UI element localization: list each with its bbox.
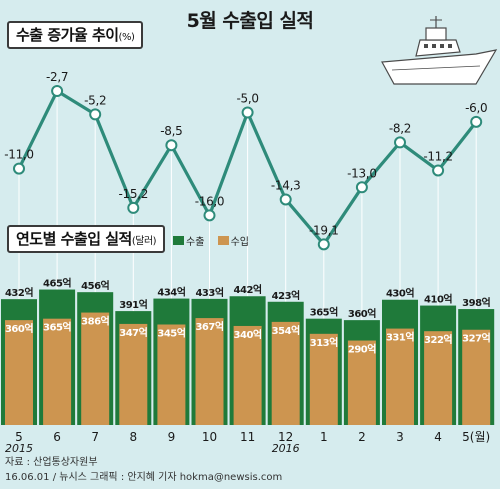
import-bar — [157, 324, 186, 425]
x-tick-label: 8 — [129, 430, 137, 444]
growth-value-label: -6,0 — [465, 101, 487, 115]
growth-point — [470, 115, 483, 128]
export-growth-label-text: 수출 증가율 추이 — [16, 26, 119, 44]
growth-point — [432, 164, 445, 177]
x-tick-label: 2 — [358, 430, 366, 444]
x-tick-label: 5 — [15, 430, 23, 444]
growth-point — [355, 181, 368, 194]
import-value-label: 327억 — [462, 333, 490, 345]
ship-illustration — [381, 16, 498, 85]
export-growth-unit: (%) — [118, 32, 135, 43]
x-tick-label: 4 — [434, 430, 442, 444]
growth-value-label: -8,5 — [160, 124, 182, 138]
x-tick-label: 5(월) — [462, 430, 490, 444]
export-value-label: 391억 — [119, 299, 147, 311]
import-bar — [119, 323, 148, 425]
legend: 수출 수입 — [173, 233, 259, 248]
export-value-label: 433억 — [195, 287, 223, 299]
legend-export-label: 수출 — [186, 237, 205, 248]
import-bar — [43, 318, 72, 425]
export-growth-label: 수출 증가율 추이(%) — [7, 21, 144, 49]
growth-point — [13, 162, 25, 175]
x-tick-label: 10 — [202, 430, 217, 444]
import-bar — [386, 328, 414, 425]
import-value-label: 360억 — [5, 323, 33, 335]
growth-point — [279, 193, 292, 206]
import-bar — [462, 329, 491, 425]
import-value-label: 345억 — [157, 328, 185, 340]
x-tick-label: 9 — [168, 430, 176, 444]
source-text: 자료 : 산업통상자원부 — [5, 457, 98, 468]
export-value-label: 442억 — [234, 284, 262, 296]
growth-value-label: -11,2 — [423, 149, 453, 163]
import-value-label: 290억 — [348, 344, 376, 356]
export-value-label: 365억 — [310, 307, 338, 319]
export-value-label: 398억 — [462, 297, 490, 309]
growth-point — [51, 85, 64, 97]
growth-value-label: -5,0 — [236, 92, 258, 106]
export-value-label: 432억 — [5, 287, 33, 299]
import-bar — [233, 325, 262, 425]
import-value-label: 313억 — [310, 337, 338, 349]
growth-point — [317, 238, 330, 251]
growth-value-label: -5,2 — [84, 93, 106, 107]
growth-value-label: -11,0 — [4, 148, 34, 162]
growth-point — [203, 209, 216, 222]
growth-value-label: -8,2 — [389, 121, 411, 135]
year-label: 2016 — [272, 442, 300, 455]
growth-value-label: -13,0 — [347, 166, 377, 180]
growth-point — [241, 106, 254, 119]
chart-title: 5월 수출입 실적 — [186, 10, 314, 32]
export-value-label: 360억 — [348, 308, 376, 320]
import-bar — [347, 340, 376, 425]
import-value-label: 322억 — [424, 334, 452, 346]
import-bar — [309, 333, 338, 425]
export-value-label: 430억 — [386, 288, 414, 300]
import-value-label: 354억 — [272, 325, 300, 337]
x-tick-label: 3 — [396, 430, 404, 444]
x-tick-label: 12 — [278, 430, 293, 444]
growth-value-label: -14,3 — [271, 178, 301, 192]
growth-point — [165, 139, 178, 152]
legend-export: 수출 — [173, 233, 204, 248]
import-value-label: 367억 — [195, 321, 223, 333]
year-label: 2015 — [5, 442, 33, 455]
import-bar — [271, 321, 300, 425]
legend-import: 수입 — [217, 233, 249, 248]
trade-volume-label: 연도별 수출입 실적(달러) — [7, 225, 166, 253]
credit-text: 16.06.01 / 뉴시스 그래픽 : 안지혜 기자 hokma@newsis… — [5, 472, 283, 483]
import-bar — [195, 318, 224, 425]
legend-import-label: 수입 — [230, 237, 249, 248]
import-value-label: 347억 — [119, 327, 147, 339]
x-tick-label: 7 — [91, 430, 99, 444]
import-value-label: 386억 — [81, 316, 109, 328]
legend-import-swatch — [217, 236, 229, 245]
trade-volume-unit: (달러) — [131, 236, 157, 247]
growth-point — [127, 201, 140, 214]
import-bar — [424, 331, 453, 425]
growth-value-label: -15,2 — [119, 187, 149, 201]
import-value-label: 331억 — [386, 332, 414, 344]
growth-point — [394, 136, 406, 149]
growth-value-label: -19,1 — [309, 223, 339, 237]
growth-point — [89, 108, 102, 121]
growth-value-label: -16,0 — [195, 194, 225, 208]
source-note: 자료 : 산업통상자원부 16.06.01 / 뉴시스 그래픽 : 안지혜 기자… — [5, 455, 282, 485]
x-tick-label: 1 — [320, 430, 328, 444]
import-value-label: 340억 — [234, 329, 262, 341]
import-value-label: 365억 — [43, 322, 71, 334]
export-value-label: 456억 — [81, 280, 109, 292]
x-tick-label: 6 — [53, 430, 61, 444]
growth-value-label: -2,7 — [46, 70, 68, 84]
export-value-label: 423억 — [272, 290, 300, 302]
export-value-label: 410억 — [424, 294, 452, 306]
export-value-label: 434억 — [157, 287, 185, 299]
legend-export-swatch — [173, 236, 184, 245]
x-tick-label: 11 — [240, 430, 255, 444]
export-value-label: 465억 — [43, 278, 71, 290]
import-bar — [5, 320, 33, 425]
import-bar — [81, 312, 110, 425]
trade-volume-label-text: 연도별 수출입 실적 — [16, 230, 132, 248]
